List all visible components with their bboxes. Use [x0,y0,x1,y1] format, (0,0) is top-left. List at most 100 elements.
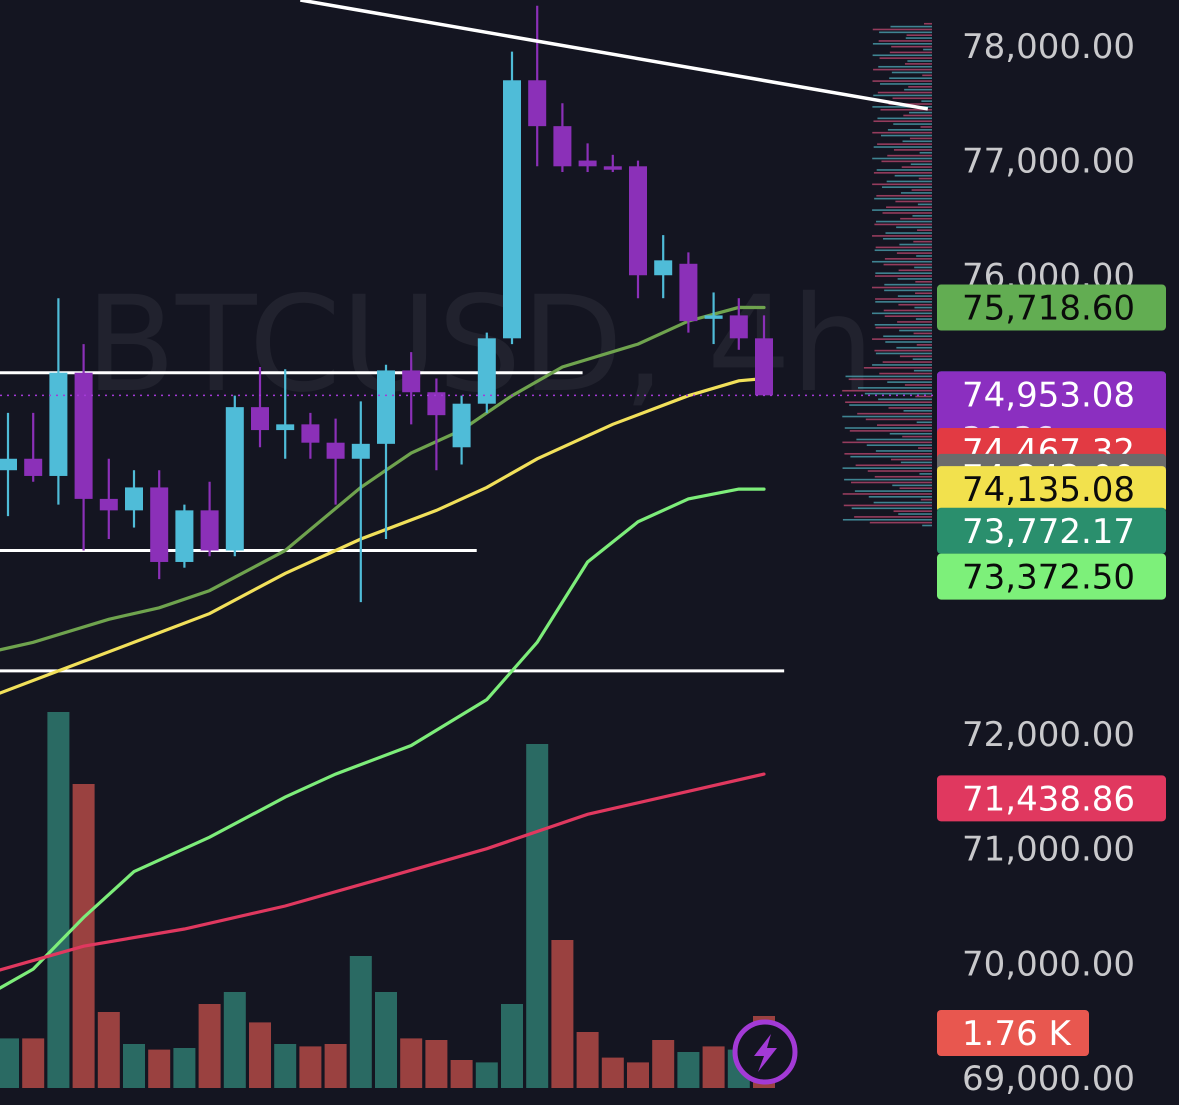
volume-bar [375,992,397,1088]
volume-profile-row [844,453,932,455]
candle-body [150,487,169,562]
volume-profile-row [842,493,932,495]
volume-profile-row [872,209,932,211]
volume-profile-row [845,401,932,404]
moving-averages [0,305,766,990]
volume-profile-row [872,260,932,263]
volume-profile-row [874,197,932,200]
volume-profile-row [891,458,932,461]
volume-profile-row [851,507,932,510]
price-tag [937,507,1166,554]
volume-profile-row [909,137,932,140]
volume-bar [501,1004,523,1088]
volume-profile-row [893,149,932,151]
volume-profile-row [855,464,932,467]
volume-profile-row [912,358,932,360]
volume-profile-row [879,31,932,34]
candle-body [528,80,547,127]
moving-average-line [0,305,766,652]
volume-profile-row [872,43,932,45]
candle-body [629,166,647,276]
candle-body [99,498,118,511]
volume-profile-row [875,326,932,329]
volume-profile-row [904,384,932,386]
volume-profile-row [865,418,932,421]
volume-profile-row [897,278,932,280]
volume-profile-row [897,321,932,323]
price-axis[interactable]: 78,000.0077,000.0076,000.0072,000.0071,0… [962,27,1135,1099]
lightning-icon [754,1034,777,1072]
volume-profile-row [886,180,932,183]
volume-profile-row [882,361,932,363]
volume-profile-row [842,389,932,392]
volume-profile-row [887,129,932,131]
volume-profile-row [899,243,932,246]
volume-profile-row [903,410,932,412]
volume-bar [450,1060,473,1088]
candle-body [74,372,93,499]
volume-bar [97,1012,120,1088]
volume-profile-row [900,192,932,194]
volume-profile-row [882,212,932,214]
volume-profile-row [872,235,932,237]
volume-profile-row [868,496,932,498]
volume-bar [475,1062,498,1088]
volume-bar [324,1044,347,1088]
volume-profile-row [850,455,932,458]
volume-profile-row [872,157,932,160]
volume-profile-row [900,461,932,464]
volume-profile-row [872,106,932,108]
volume-profile-row [872,28,932,31]
quick-trade-button[interactable] [732,1019,798,1085]
price-tag [937,775,1166,822]
price-tag [937,466,1166,513]
volume-profile-row [881,186,932,188]
volume-profile-row [918,177,932,180]
volume-profile-row [875,301,932,303]
volume-profile-row [884,315,932,317]
volume-profile-row [922,74,932,77]
price-tag-label: 73,772.17 [962,512,1135,552]
volume-profile-row [899,355,932,358]
volume-profile-row [872,131,932,134]
volume-profile-row [903,114,932,117]
volume-bars [0,712,775,1088]
volume-profile-row [883,237,932,240]
axis-tick-label: 72,000.00 [962,715,1135,755]
candle-body [603,166,622,170]
volume-bar [148,1049,171,1088]
volume-profile-row [896,252,932,254]
axis-tick-label: 77,000.00 [962,142,1135,182]
volume-profile-row [856,438,932,441]
volume-profile-row [888,103,932,105]
volume-profile-row [874,323,932,326]
candle-body [729,315,748,339]
candle-body [377,370,395,444]
volume-profile-row [873,94,932,97]
volume-bar [249,1022,271,1088]
volume-profile-row [842,518,932,521]
volume-profile-row [893,510,932,512]
candle-body [326,442,345,459]
volume-profile-row [854,490,932,492]
volume-profile-row [874,223,932,226]
volume-profile-row [872,286,932,289]
volume-profile-row [842,467,932,469]
volume-profile-row [885,341,932,343]
volume-profile-row [921,100,932,102]
volume-profile-row [899,329,932,332]
price-tag-label: 74,953.08 [962,375,1135,415]
volume-profile-row [917,203,932,206]
volume-profile-row [864,392,932,395]
volume-profile-row [913,332,932,335]
candle-body [477,338,496,404]
volume-profile-row [923,48,932,51]
volume-profile-row [845,375,932,378]
volume-bar [22,1038,45,1088]
moving-average-line [0,376,766,695]
volume-profile-row [884,289,932,292]
axis-tick-label: 69,000.00 [962,1059,1135,1099]
candle-body [654,260,673,276]
